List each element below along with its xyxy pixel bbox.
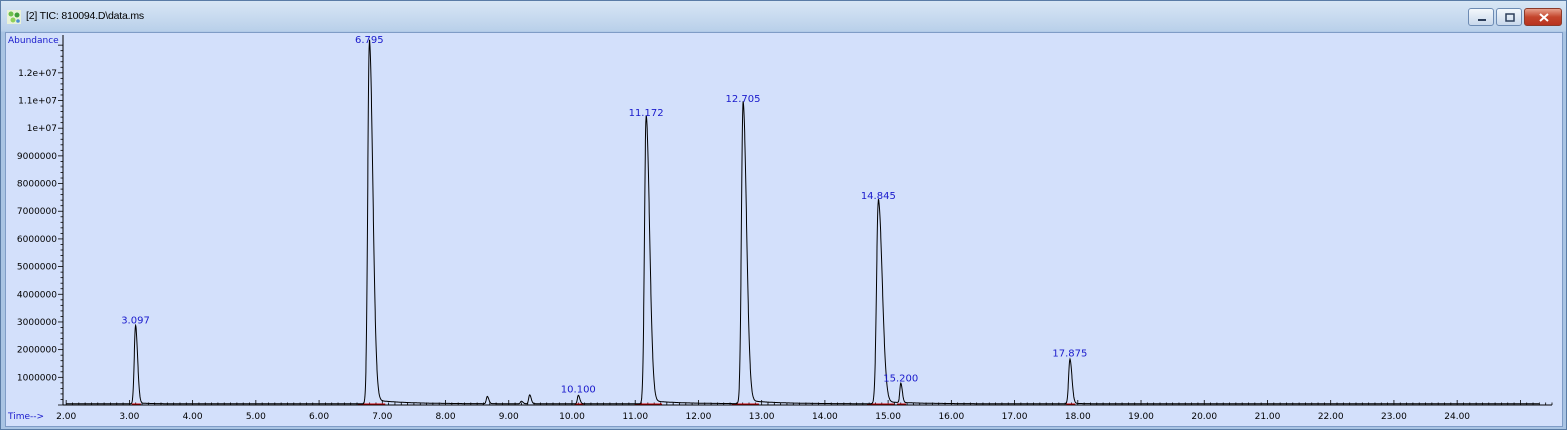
y-tick-label: 2000000 [17, 346, 57, 356]
maximize-icon [1505, 13, 1515, 22]
chromatogram-chart[interactable]: 2.00 3.00 4.00 5.00 6.00 7.00 8.00 9.00 10.00 11.… [6, 33, 1562, 426]
x-tick-label: 13.00 [749, 412, 775, 422]
x-tick-label: 6.00 [309, 412, 329, 422]
x-tick-label: 16.00 [938, 412, 964, 422]
window-title: [2] TIC: 810094.D\data.ms [26, 10, 144, 22]
minimize-icon [1478, 19, 1486, 21]
x-tick-label: 8.00 [436, 412, 456, 422]
x-tick-label: 5.00 [246, 412, 266, 422]
peak-label[interactable]: 14.845 [861, 191, 896, 202]
x-tick-label: 11.00 [622, 412, 648, 422]
x-tick-label: 23.00 [1381, 412, 1407, 422]
tic-trace [66, 39, 1540, 405]
y-tick-label: 1.2e+07 [18, 69, 57, 79]
close-button[interactable] [1524, 8, 1562, 26]
x-tick-label: 7.00 [372, 412, 392, 422]
chromatogram-icon [7, 10, 21, 24]
y-tick-label: 4000000 [17, 290, 57, 300]
y-tick-label: 9000000 [17, 152, 57, 162]
y-tick-label: 1.1e+07 [18, 97, 57, 107]
plot-frame: 2.00 3.00 4.00 5.00 6.00 7.00 8.00 9.00 10.00 11.… [5, 32, 1563, 427]
y-tick-label: 8000000 [17, 180, 57, 190]
y-tick-label: 1000000 [17, 373, 57, 383]
x-tick-label: 17.00 [1002, 412, 1028, 422]
peak-label[interactable]: 3.097 [121, 315, 150, 326]
y-tick-label: 1e+07 [27, 124, 57, 134]
maximize-button[interactable] [1496, 8, 1522, 26]
x-tick-label: 3.00 [119, 412, 139, 422]
x-tick-label: 24.00 [1444, 412, 1470, 422]
x-tick-label: 4.00 [183, 412, 203, 422]
peak-labels: 3.097 6.795 10.100 11.172 12.705 14.845 15.200… [121, 35, 1087, 396]
y-tick-label: 7000000 [17, 207, 57, 217]
x-ticks: 2.00 3.00 4.00 5.00 6.00 7.00 8.00 9.00 10.00 11.… [56, 400, 1553, 422]
x-tick-label: 15.00 [875, 412, 901, 422]
peak-label[interactable]: 11.172 [629, 108, 664, 119]
x-tick-label: 21.00 [1255, 412, 1281, 422]
x-tick-label: 12.00 [686, 412, 712, 422]
y-tick-label: 5000000 [17, 263, 57, 273]
x-tick-label: 22.00 [1318, 412, 1344, 422]
y-tick-label: 3000000 [17, 318, 57, 328]
x-axis-label: Time--> [7, 412, 44, 422]
x-tick-label: 2.00 [56, 412, 76, 422]
y-tick-label: 6000000 [17, 235, 57, 245]
title-bar[interactable]: [2] TIC: 810094.D\data.ms [1, 1, 1566, 31]
peak-label[interactable]: 10.100 [561, 385, 596, 396]
x-tick-label: 10.00 [559, 412, 585, 422]
x-tick-label: 9.00 [499, 412, 519, 422]
axes [62, 35, 1552, 406]
close-icon [1539, 13, 1549, 22]
x-tick-label: 20.00 [1191, 412, 1217, 422]
y-axis-label: Abundance [8, 36, 59, 46]
x-tick-label: 18.00 [1065, 412, 1091, 422]
minimize-button[interactable] [1468, 8, 1494, 26]
peak-label[interactable]: 6.795 [355, 35, 384, 46]
peak-label[interactable]: 17.875 [1052, 349, 1087, 360]
x-tick-label: 14.00 [812, 412, 838, 422]
y-ticks: 1000000 2000000 3000000 4000000 5000000 60000… [17, 44, 63, 406]
peak-label[interactable]: 12.705 [726, 94, 761, 105]
peak-label[interactable]: 15.200 [883, 374, 918, 385]
x-tick-label: 19.00 [1128, 412, 1154, 422]
